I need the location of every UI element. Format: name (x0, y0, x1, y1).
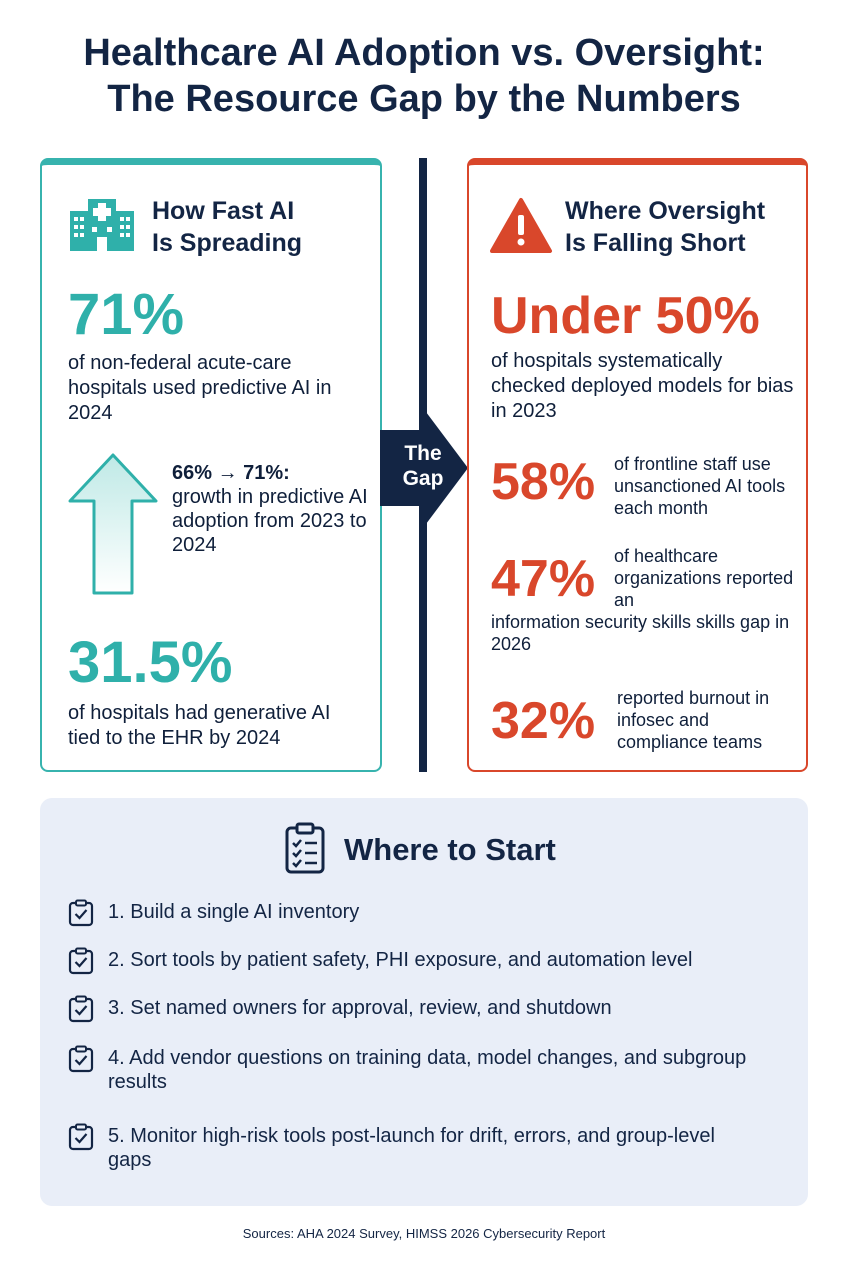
stat-generative-ai: 31.5% (68, 630, 233, 695)
oversight-card-header: Where Oversight Is Falling Short (469, 191, 806, 261)
growth-desc: growth in predictive AI adoption from 20… (172, 486, 368, 556)
growth-heading: 66% → 71%: (172, 462, 290, 484)
gap-label: The Gap (402, 442, 444, 490)
stat-bias-check: Under 50% (491, 287, 760, 345)
sources-footnote: Sources: AHA 2024 Survey, HIMSS 2026 Cyb… (242, 1226, 606, 1241)
stat-bias-check-desc: of hospitals systematically checked depl… (491, 350, 794, 422)
stat-burnout-desc: reported burnout in infosec and complian… (617, 688, 770, 752)
check-clipboard-icon (68, 1045, 94, 1079)
step-text: 1. Build a single AI inventory (108, 901, 360, 923)
stat-skills-gap: 47% (491, 550, 596, 608)
stat-predictive-ai-desc: of non-federal acute-care hospitals used… (68, 352, 332, 424)
step-item: 2. Sort tools by patient safety, PHI exp… (68, 947, 798, 975)
where-to-start-header: Where to Start (40, 820, 808, 880)
warning-icon (489, 197, 553, 260)
arrow-up-icon (66, 451, 160, 602)
where-to-start-panel: Where to Start 1. Build a single AI inve… (40, 798, 808, 1206)
adoption-heading: How Fast AI Is Spreading (152, 197, 303, 257)
check-clipboard-icon (68, 899, 94, 933)
stat-generative-ai-desc: of hospitals had generative AI tied to t… (68, 702, 331, 749)
where-to-start-heading: Where to Start (344, 832, 556, 867)
adoption-card: How Fast AI Is Spreading 71% of non-fede… (40, 158, 382, 772)
check-clipboard-icon (68, 1123, 94, 1157)
stat-burnout: 32% (491, 692, 596, 750)
step-item: 5. Monitor high-risk tools post-launch f… (68, 1123, 748, 1172)
adoption-card-header: How Fast AI Is Spreading (42, 191, 380, 261)
growth-text: 66% → 71%: growth in predictive AI adopt… (172, 461, 372, 557)
stat-unsanctioned-tools: 58% (491, 453, 596, 511)
step-text: 3. Set named owners for approval, review… (108, 997, 612, 1019)
gap-arrow-icon (380, 404, 470, 537)
step-item: 1. Build a single AI inventory (68, 899, 798, 927)
stat-skills-gap-desc-a: of healthcare organizations reported an (614, 546, 794, 610)
stat-predictive-ai: 71% (68, 282, 185, 347)
stat-unsanctioned-tools-desc: of frontline staff use unsanctioned AI t… (614, 454, 786, 518)
hospital-icon (68, 197, 136, 258)
stat-skills-gap-desc-b: information security skills skills gap i… (491, 612, 790, 654)
check-clipboard-icon (68, 995, 94, 1029)
title-line-2: The Resource Gap by the Numbers (107, 78, 741, 120)
step-item: 4. Add vendor questions on training data… (68, 1045, 768, 1094)
page-title: Healthcare AI Adoption vs. Oversight: Th… (0, 30, 848, 122)
oversight-card: Where Oversight Is Falling Short Under 5… (467, 158, 808, 772)
step-text: 2. Sort tools by patient safety, PHI exp… (108, 949, 693, 971)
title-line-1: Healthcare AI Adoption vs. Oversight: (83, 32, 765, 74)
step-item: 3. Set named owners for approval, review… (68, 995, 798, 1023)
check-clipboard-icon (68, 947, 94, 981)
step-text: 5. Monitor high-risk tools post-launch f… (108, 1125, 715, 1171)
clipboard-icon (284, 822, 326, 879)
step-text: 4. Add vendor questions on training data… (108, 1047, 747, 1093)
oversight-heading: Where Oversight Is Falling Short (565, 197, 766, 257)
